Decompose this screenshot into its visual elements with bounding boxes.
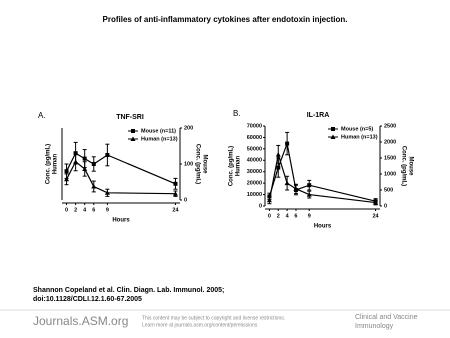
x-axis-label: Hours <box>314 224 332 230</box>
chart-title: IL-1RA <box>307 112 330 119</box>
footer-notice: Learn more at journals.asm.org/content/p… <box>142 322 258 328</box>
y2-tick-label: 0 <box>184 197 187 203</box>
x-tick-label: 9 <box>106 207 109 213</box>
y2-axis-label: Conc. (pg/mL) <box>400 146 406 186</box>
marker <box>266 197 272 203</box>
x-axis-label: Hours <box>112 218 130 224</box>
x-tick-label: 24 <box>373 213 380 219</box>
marker <box>91 184 97 189</box>
y2-tick-label: 1500 <box>384 155 396 161</box>
legend-marker <box>130 136 136 141</box>
y2-tick-label: 2500 <box>384 123 396 129</box>
x-tick-label: 6 <box>92 207 95 213</box>
panel-label: A. <box>38 111 46 120</box>
y2-axis-label: Conc. (pg/mL) <box>194 144 200 184</box>
y-tick-label: 60000 <box>247 135 262 141</box>
y-axis-label: Human <box>236 156 242 177</box>
series-line <box>268 141 376 202</box>
y2-axis-label: Mouse <box>407 156 413 176</box>
marker <box>284 180 290 186</box>
y-axis-label: Conc. (pg/mL) <box>229 146 235 186</box>
x-tick-label: 4 <box>286 213 290 219</box>
legend-marker <box>330 134 336 139</box>
marker <box>64 176 70 182</box>
citation: doi:10.1128/CDLI.12.1.60-67.2005 <box>33 296 142 303</box>
marker <box>82 156 87 161</box>
y-tick-label: 20000 <box>247 181 262 187</box>
y2-tick-label: 500 <box>384 187 393 193</box>
y-tick-label: 30000 <box>247 169 262 175</box>
legend-marker <box>131 129 135 133</box>
marker <box>104 190 110 195</box>
y-tick-label: 10000 <box>247 192 262 198</box>
footer-brand: Journals.ASM.org <box>33 314 128 328</box>
legend-label: Human (n=13) <box>341 134 378 140</box>
footer-journal: Immunology <box>355 323 394 330</box>
y2-tick-label: 1000 <box>384 171 396 177</box>
footer-journal: Clinical and Vaccine <box>355 314 418 321</box>
y2-tick-label: 2000 <box>384 139 396 145</box>
panel-label: B. <box>233 109 241 118</box>
marker <box>307 183 312 188</box>
marker <box>285 141 290 146</box>
x-tick-label: 0 <box>268 213 271 219</box>
y-tick-label: 70000 <box>247 123 262 129</box>
y2-tick-label: 100 <box>184 161 193 167</box>
y-tick-label: 50000 <box>247 146 262 152</box>
legend-marker <box>331 127 335 131</box>
marker <box>105 153 110 157</box>
x-tick-label: 6 <box>294 213 297 219</box>
legend-label: Mouse (n=11) <box>141 128 176 134</box>
y-tick-label: 40000 <box>247 158 262 164</box>
marker <box>64 169 69 174</box>
y2-tick-label: 0 <box>384 203 387 209</box>
y-tick-label: 0 <box>259 203 262 209</box>
marker <box>73 159 79 164</box>
slide-title: Profiles of anti-inflammatory cytokines … <box>103 15 348 24</box>
series-line <box>66 160 176 195</box>
chart-title: TNF-SRI <box>116 114 144 121</box>
y2-axis-label: Mouse <box>201 154 207 174</box>
x-tick-label: 2 <box>277 213 280 219</box>
legend-label: Human (n=13) <box>141 136 178 142</box>
series-line <box>268 154 376 204</box>
marker <box>91 162 96 166</box>
x-tick-label: 0 <box>65 207 68 213</box>
series-line <box>66 152 176 185</box>
marker <box>173 181 178 186</box>
footer-notice: This content may be subject to copyright… <box>142 315 285 321</box>
y-axis-label: Conc. (pg/mL) <box>46 144 52 184</box>
y-axis-label: Human <box>53 154 59 175</box>
y2-tick-label: 200 <box>184 125 193 131</box>
x-tick-label: 2 <box>74 207 77 213</box>
marker <box>276 165 281 170</box>
legend-label: Mouse (n=5) <box>341 126 373 132</box>
marker <box>172 191 178 196</box>
x-tick-label: 24 <box>172 207 179 213</box>
marker <box>82 166 88 171</box>
marker <box>293 186 299 191</box>
x-tick-label: 4 <box>83 207 87 213</box>
citation: Shannon Copeland et al. Clin. Diagn. Lab… <box>33 287 224 294</box>
marker <box>373 200 379 205</box>
marker <box>306 192 312 197</box>
x-tick-label: 9 <box>308 213 311 219</box>
marker <box>275 152 281 157</box>
